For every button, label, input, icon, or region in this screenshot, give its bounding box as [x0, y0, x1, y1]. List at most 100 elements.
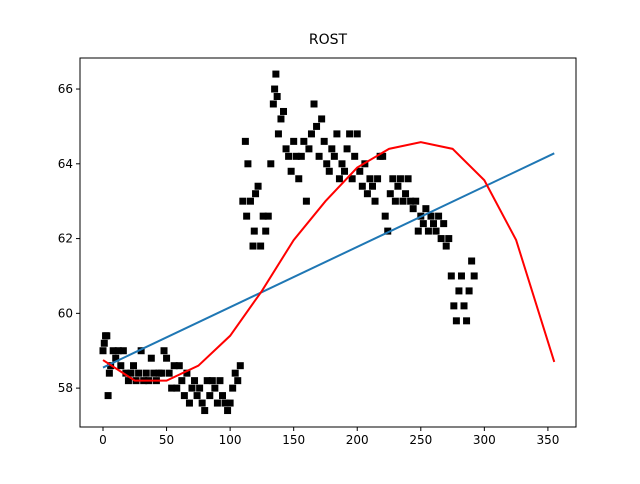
scatter-point — [280, 107, 288, 115]
plot-area — [99, 70, 556, 415]
scatter-point — [343, 145, 351, 153]
scatter-point — [173, 384, 181, 392]
scatter-point — [241, 137, 249, 145]
scatter-point — [124, 377, 132, 385]
scatter-point — [208, 377, 216, 385]
scatter-point — [249, 242, 257, 250]
scatter-point — [272, 70, 280, 78]
scatter-point — [193, 392, 201, 400]
scatter-point — [221, 399, 229, 407]
scatter-point — [399, 197, 407, 205]
scatter-point — [257, 242, 265, 250]
scatter-point — [318, 115, 326, 123]
y-tick-label: 64 — [58, 157, 73, 171]
scatter-point — [99, 347, 107, 355]
scatter-point — [201, 407, 209, 415]
scatter-point — [333, 130, 341, 138]
scatter-point — [117, 362, 125, 370]
scatter-point — [450, 302, 458, 310]
scatter-point — [468, 257, 476, 265]
scatter-point — [250, 227, 258, 235]
scatter-point — [356, 167, 364, 175]
fit-line — [102, 141, 556, 382]
scatter-point — [157, 369, 165, 377]
scatter-point — [104, 392, 112, 400]
scatter-point — [244, 160, 252, 168]
scatter-point — [137, 347, 145, 355]
scatter-point — [262, 227, 270, 235]
scatter-point — [447, 272, 455, 280]
scatter-point — [463, 317, 471, 325]
scatter-point — [297, 152, 305, 160]
chart-title: ROST — [309, 32, 348, 48]
x-tick-label: 350 — [536, 433, 559, 447]
scatter-point — [432, 227, 440, 235]
scatter-point — [191, 377, 199, 385]
scatter-point — [386, 190, 394, 198]
scatter-point — [119, 347, 127, 355]
scatter-point — [353, 130, 361, 138]
scatter-point — [264, 212, 272, 220]
scatter-point — [183, 369, 191, 377]
scatter-point — [338, 160, 346, 168]
axes-frame — [79, 57, 577, 428]
scatter-point — [112, 354, 120, 362]
scatter-point — [435, 212, 443, 220]
y-tick-label: 66 — [58, 82, 73, 96]
scatter-point — [269, 100, 277, 108]
x-tick-label: 150 — [282, 433, 305, 447]
scatter-point — [246, 197, 254, 205]
scatter-point — [287, 167, 295, 175]
scatter-point — [346, 130, 354, 138]
scatter-point — [277, 115, 285, 123]
scatter-point — [381, 212, 389, 220]
scatter-point — [267, 160, 275, 168]
scatter-point — [442, 242, 450, 250]
scatter-point — [363, 190, 371, 198]
scatter-point — [300, 137, 308, 145]
scatter-point — [234, 377, 242, 385]
scatter-point — [196, 384, 204, 392]
scatter-point — [384, 227, 392, 235]
scatter-point — [394, 182, 402, 190]
scatter-point — [445, 235, 453, 243]
scatter-point — [374, 175, 382, 183]
scatter-point — [229, 384, 237, 392]
scatter-point — [407, 197, 415, 205]
scatter-point — [170, 362, 178, 370]
scatter-point — [440, 220, 448, 228]
scatter-point — [188, 384, 196, 392]
scatter-point — [130, 362, 138, 370]
scatter-point — [371, 197, 379, 205]
scatter-point — [351, 152, 359, 160]
scatter-point — [341, 167, 349, 175]
scatter-point — [213, 399, 221, 407]
scatter-point — [178, 377, 186, 385]
x-tick-label: 100 — [219, 433, 242, 447]
scatter-point — [243, 212, 251, 220]
scatter-point — [465, 287, 473, 295]
scatter-point — [313, 122, 321, 130]
x-tick-label: 50 — [159, 433, 174, 447]
scatter-point — [147, 354, 155, 362]
scatter-point — [252, 190, 260, 198]
scatter-point — [379, 152, 387, 160]
scatter-point — [325, 167, 333, 175]
scatter-point — [302, 197, 310, 205]
scatter-point — [114, 347, 122, 355]
scatter-point — [470, 272, 478, 280]
scatter-point — [424, 227, 432, 235]
scatter-point — [160, 347, 168, 355]
scatter-point — [105, 369, 113, 377]
scatter-point — [292, 152, 300, 160]
scatter-point — [282, 145, 290, 153]
scatter-point — [409, 205, 417, 213]
scatter-point — [224, 407, 232, 415]
y-tick-label: 58 — [58, 381, 73, 395]
scatter-point — [323, 160, 331, 168]
scatter-point — [348, 175, 356, 183]
scatter-point — [239, 197, 247, 205]
scatter-point — [103, 332, 111, 340]
scatter-point — [175, 362, 183, 370]
